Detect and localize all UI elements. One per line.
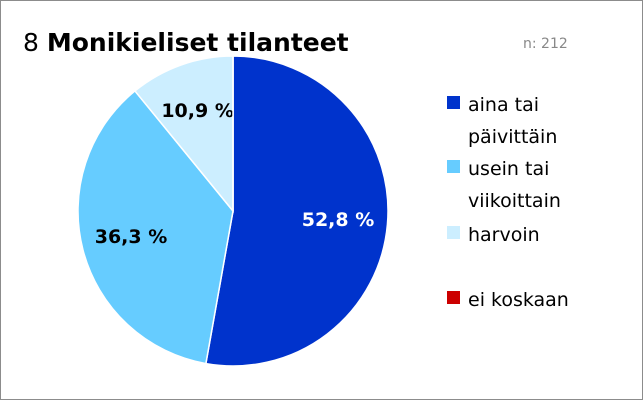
sample-size: n: 212 [523, 36, 568, 52]
legend-label: ei koskaan [468, 289, 569, 311]
legend-label: usein tai viikoittain [468, 158, 561, 212]
legend-item: ei koskaan [447, 284, 608, 316]
pie-slice [133, 55, 234, 214]
legend-item: usein tai viikoittain [447, 153, 608, 217]
legend-swatch [447, 291, 460, 304]
legend-label: harvoin [468, 224, 540, 246]
legend-swatch [447, 96, 460, 109]
slice-label: 52,8 % [302, 209, 375, 231]
legend-swatch [447, 226, 460, 239]
slice-label: 10,9 % [161, 100, 234, 122]
legend-item: harvoin [447, 219, 608, 251]
pie-slice [205, 55, 389, 367]
legend-swatch [447, 160, 460, 173]
legend-item: aina tai päivittäin [447, 89, 608, 153]
slice-label: 36,3 % [95, 226, 168, 248]
pie-slice [77, 89, 234, 365]
title-text: Monikieliset tilanteet [47, 28, 349, 57]
legend-label: aina tai päivittäin [468, 94, 558, 148]
chart-title: 8 Monikieliset tilanteet [23, 28, 349, 57]
title-number: 8 [23, 28, 39, 57]
